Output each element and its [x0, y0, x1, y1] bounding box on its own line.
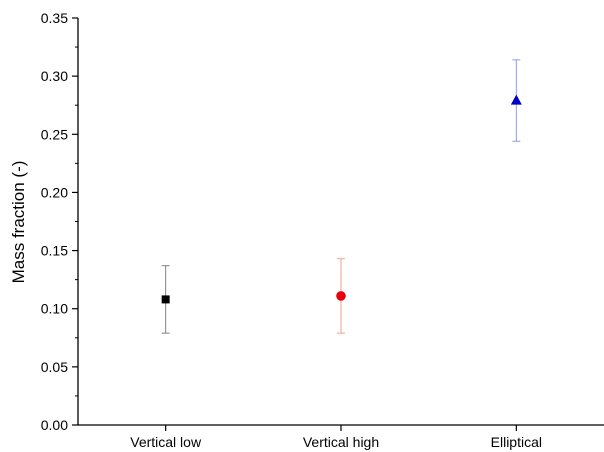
y-tick-label: 0.35 [41, 10, 68, 26]
data-point-group [336, 258, 346, 334]
data-points [161, 59, 522, 334]
square-marker [161, 295, 170, 304]
x-axis-ticks: Vertical low Vertical high Elliptical [130, 425, 542, 450]
y-tick-label: 0.20 [41, 184, 68, 200]
y-tick-label: 0.25 [41, 126, 68, 142]
y-axis-label: Mass fraction (-) [9, 161, 28, 284]
x-tick-label: Vertical low [130, 434, 202, 450]
y-axis-ticks: 0.00 0.05 0.10 0.15 0.20 0.25 0.30 0.35 [41, 10, 78, 433]
y-tick-label: 0.15 [41, 243, 68, 259]
data-point-group [161, 265, 170, 334]
y-tick-label: 0.30 [41, 68, 68, 84]
x-tick-label: Vertical high [303, 434, 379, 450]
triangle-marker [510, 94, 522, 105]
circle-marker [336, 291, 346, 301]
y-tick-label: 0.00 [41, 417, 68, 433]
data-point-group [510, 59, 522, 142]
y-tick-label: 0.10 [41, 301, 68, 317]
y-tick-label: 0.05 [41, 359, 68, 375]
x-tick-label: Elliptical [491, 434, 542, 450]
axes [77, 18, 604, 426]
